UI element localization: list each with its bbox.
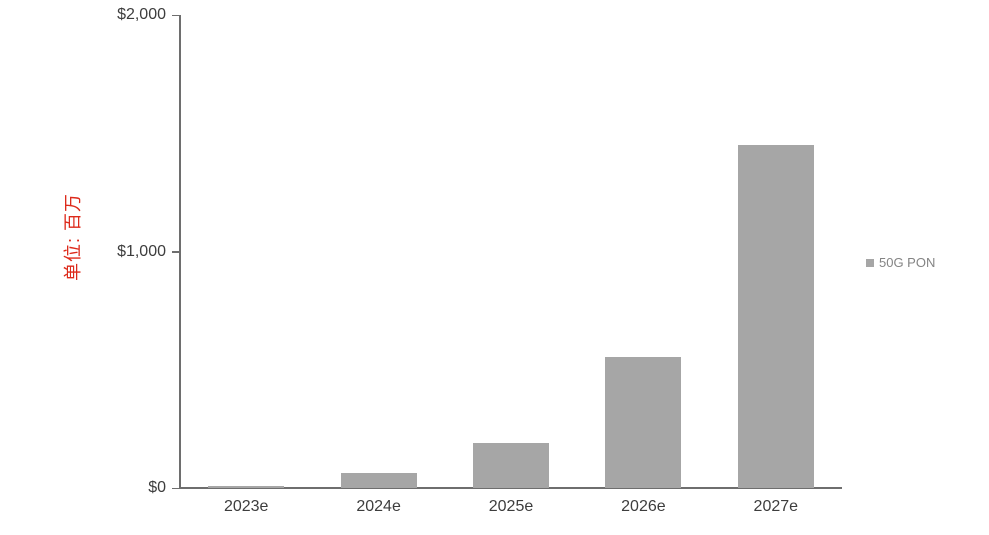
bar-2023e [208,486,285,488]
x-tick-label-2025e: 2025e [488,498,534,515]
x-tick-label-2023e: 2023e [223,498,269,515]
y-tick-label: $1,000 [117,242,166,260]
legend: 50G PON [866,255,935,270]
x-axis-line [180,487,842,489]
legend-label: 50G PON [879,255,936,270]
y-axis-unit-label: 单位: 百万 [63,192,83,282]
x-tick-label-2026e: 2026e [621,498,666,515]
y-axis-line [179,15,181,489]
legend-swatch-icon [866,258,874,267]
bar-2024e [340,473,417,488]
y-tick-mark [172,487,180,489]
bar-2027e [737,145,814,488]
x-tick-label-2024e: 2024e [356,498,401,515]
x-tick-label-2027e: 2027e [753,498,799,515]
y-tick-label: $2,000 [117,6,166,23]
bar-2025e [473,443,549,488]
bar-2026e [605,357,682,488]
y-tick-mark [172,251,180,253]
y-tick-label: $0 [148,479,166,496]
y-tick-mark [172,14,180,16]
